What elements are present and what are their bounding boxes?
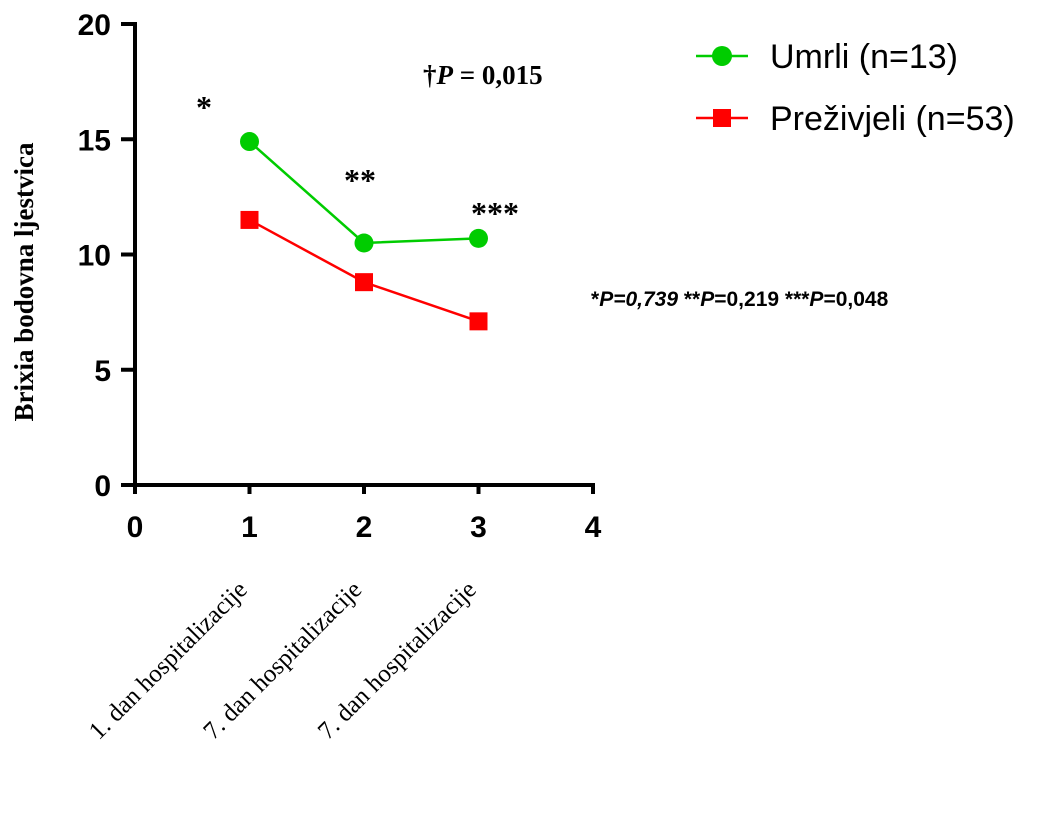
x-tick-label-1: 1 <box>241 511 258 544</box>
legend-item-umrli: Umrli (n=13) <box>696 38 958 76</box>
x-tick-label-4: 4 <box>585 511 602 544</box>
data-point-s2-2 <box>355 273 373 292</box>
dagger-p: P <box>436 60 454 90</box>
data-point-s1-1 <box>240 132 259 152</box>
y-tick-label-0: 0 <box>94 470 111 503</box>
y-axis-label: Brixia bodovna ljestvica <box>9 142 39 422</box>
legend-label-umrli: Umrli (n=13) <box>770 38 958 76</box>
axes: 0 1 2 3 4 0 5 10 15 20 <box>78 9 602 544</box>
y-tick-label-20: 20 <box>78 9 111 42</box>
dagger-symbol: † <box>423 60 437 90</box>
data-point-s2-3 <box>469 312 488 331</box>
data-point-s2-1 <box>240 210 259 229</box>
legend-marker-umrli <box>712 46 732 66</box>
series-1 <box>240 132 488 253</box>
data-point-s1-3 <box>469 228 488 248</box>
star-annotation-1: * <box>196 89 212 125</box>
x-tick-label-0: 0 <box>127 511 144 544</box>
star-annotation-3: *** <box>471 195 519 231</box>
legend-marker-prezivjeli <box>713 109 731 127</box>
legend: Umrli (n=13) Preživjeli (n=53) <box>696 38 1015 138</box>
x-tick-label-3: 3 <box>470 511 487 544</box>
series-2 <box>240 210 488 331</box>
data-point-s1-2 <box>354 233 374 253</box>
star-annotation-2: ** <box>344 162 376 198</box>
dagger-value: = 0,015 <box>453 60 543 90</box>
p-values-annotation: *P=0,739 **P=0,219 ***P=0,048 <box>591 288 889 311</box>
y-tick-label-10: 10 <box>78 240 111 273</box>
legend-item-prezivjeli: Preživjeli (n=53) <box>696 100 1015 138</box>
dagger-annotation: †P = 0,015 <box>423 60 543 90</box>
legend-label-prezivjeli: Preživjeli (n=53) <box>770 100 1015 138</box>
x-ticks: 0 1 2 3 4 <box>127 485 602 544</box>
y-ticks: 0 5 10 15 20 <box>78 9 135 503</box>
annotations: †P = 0,015 * ** *** *P=0,739 **P=0,219 *… <box>196 60 889 311</box>
y-tick-label-5: 5 <box>94 355 111 388</box>
series-layer <box>240 132 488 331</box>
y-tick-label-15: 15 <box>78 124 111 157</box>
x-tick-label-2: 2 <box>356 511 373 544</box>
